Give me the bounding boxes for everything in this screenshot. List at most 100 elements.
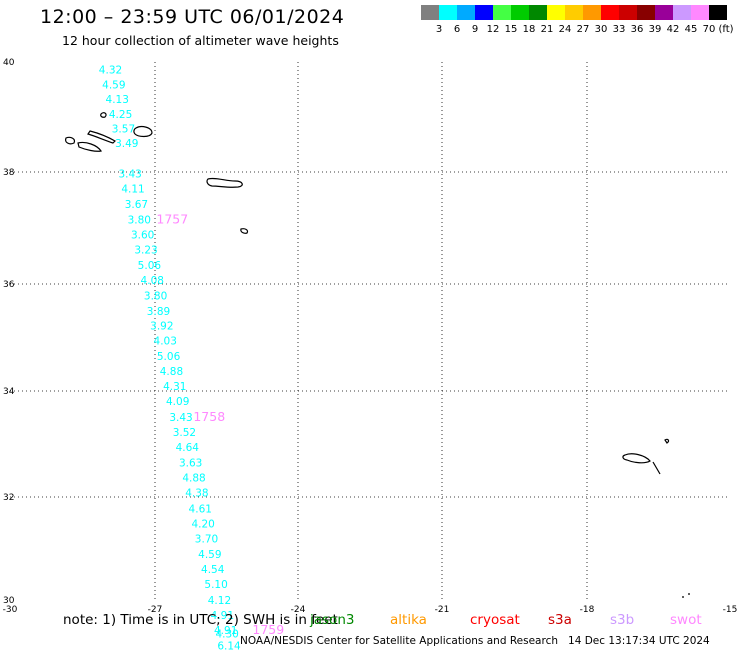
island-flores bbox=[100, 112, 107, 118]
satellite-name: s3b bbox=[610, 612, 635, 628]
time-label: 1759 bbox=[252, 622, 284, 637]
satellite-name: cryosat bbox=[470, 612, 520, 628]
lat-tick-label: 32 bbox=[3, 493, 14, 503]
wave-height-label: 3.63 bbox=[179, 458, 202, 470]
legend-label: 9 bbox=[471, 24, 479, 35]
legend-swatch bbox=[673, 5, 691, 20]
island-porto-santo bbox=[664, 438, 670, 444]
legend-label: 3 bbox=[435, 24, 443, 35]
wave-height-label: 4.64 bbox=[176, 442, 200, 454]
wave-height-label: 6.14 bbox=[217, 640, 241, 650]
map-axes: -30 -27 -24 -21 -18 -15 30 32 34 36 38 40 bbox=[3, 58, 738, 615]
wave-height-label: 4.54 bbox=[201, 564, 225, 576]
legend-label: 42 bbox=[666, 24, 680, 35]
wave-height-label: 5.06 bbox=[157, 351, 181, 363]
wave-height-label: 4.09 bbox=[166, 396, 189, 408]
island-santa-maria bbox=[240, 228, 249, 234]
legend-label: 24 bbox=[558, 24, 572, 35]
lon-tick-label: -27 bbox=[148, 605, 163, 615]
wave-height-label: 3.57 bbox=[112, 123, 135, 135]
legend-label: 21 bbox=[540, 24, 554, 35]
map-grid bbox=[10, 62, 730, 600]
footer-credit: NOAA/NESDIS Center for Satellite Applica… bbox=[240, 635, 710, 647]
lat-tick-label: 30 bbox=[3, 596, 15, 606]
wave-height-label: 5.10 bbox=[204, 579, 227, 591]
legend-swatch bbox=[637, 5, 655, 20]
wave-height-label: 3.43 bbox=[118, 169, 141, 181]
wave-height-label: 4.38 bbox=[185, 488, 208, 500]
wave-height-label: 3.23 bbox=[134, 245, 157, 257]
satellite-name: altika bbox=[390, 612, 427, 628]
wave-height-label: 4.12 bbox=[208, 595, 231, 607]
wave-height-label: 3.67 bbox=[125, 199, 148, 211]
island-faial bbox=[65, 136, 76, 145]
legend-swatch bbox=[691, 5, 709, 20]
legend-swatch bbox=[421, 5, 439, 20]
altimeter-track: 4.32 4.59 4.13 4.25 3.57 3.49 3.43 4.11 3.67 3.80… bbox=[99, 64, 284, 650]
legend-label: 45 bbox=[684, 24, 698, 35]
legend-swatch bbox=[547, 5, 565, 20]
time-label: 1757 bbox=[156, 211, 188, 226]
timestamp: 14 Dec 13:17:34 UTC 2024 bbox=[568, 635, 710, 647]
wave-height-label: 3.80 bbox=[144, 290, 167, 302]
lat-tick-label: 34 bbox=[3, 387, 15, 397]
legend-swatch bbox=[439, 5, 457, 20]
legend-label: 70 bbox=[702, 24, 716, 35]
wave-height-label: 4.32 bbox=[99, 64, 122, 76]
wave-height-label: 4.25 bbox=[109, 109, 132, 121]
wave-height-label: 5.06 bbox=[138, 260, 162, 272]
wave-height-label: 4.59 bbox=[102, 79, 125, 91]
wave-height-label: 4.30 bbox=[215, 629, 238, 641]
lon-tick-label: -30 bbox=[3, 605, 18, 615]
island-pico bbox=[77, 141, 102, 152]
legend-label: 15 bbox=[504, 24, 518, 35]
wave-height-label: 3.80 bbox=[128, 214, 151, 226]
wave-height-label: 3.43 bbox=[169, 412, 192, 424]
island-madeira bbox=[622, 453, 651, 464]
chart-subtitle: 12 hour collection of altimeter wave hei… bbox=[62, 33, 339, 48]
lat-tick-label: 40 bbox=[3, 58, 15, 68]
lon-tick-label: -21 bbox=[435, 605, 450, 615]
legend-swatch bbox=[529, 5, 547, 20]
lon-tick-label: -15 bbox=[723, 605, 738, 615]
island-sao-miguel bbox=[206, 177, 243, 188]
wave-height-label: 4.11 bbox=[121, 184, 144, 196]
legend-label: 36 bbox=[630, 24, 644, 35]
wave-height-label: 4.91 bbox=[214, 625, 237, 637]
legend-label: 30 bbox=[594, 24, 608, 35]
wave-height-label: 4.91 bbox=[211, 610, 234, 622]
lon-tick-label: -18 bbox=[580, 605, 595, 615]
credit-text: NOAA/NESDIS Center for Satellite Applica… bbox=[240, 635, 558, 647]
legend-label: 39 bbox=[648, 24, 662, 35]
legend-swatch bbox=[511, 5, 529, 20]
wave-height-label: 4.59 bbox=[198, 549, 221, 561]
legend-swatch bbox=[619, 5, 637, 20]
legend-swatch bbox=[601, 5, 619, 20]
lat-tick-label: 36 bbox=[3, 280, 15, 290]
legend-label: 12 bbox=[486, 24, 500, 35]
time-label: 1758 bbox=[193, 409, 225, 424]
wave-height-label: 4.08 bbox=[141, 275, 164, 287]
wave-height-label: 4.03 bbox=[154, 335, 177, 347]
wave-height-label: 4.88 bbox=[182, 473, 205, 485]
wave-height-label: 4.13 bbox=[106, 94, 129, 106]
legend-swatch bbox=[655, 5, 673, 20]
chart-title: 12:00 – 23:59 UTC 06/01/2024 bbox=[40, 6, 345, 28]
legend-label: 6 bbox=[453, 24, 461, 35]
wave-height-label: 4.31 bbox=[163, 381, 186, 393]
lat-tick-label: 38 bbox=[3, 168, 15, 178]
coastlines bbox=[65, 112, 690, 598]
satellite-name: swot bbox=[670, 612, 702, 628]
island-selvagens bbox=[682, 593, 690, 598]
wave-height-label: 4.61 bbox=[189, 503, 212, 515]
legend-unit: (ft) bbox=[718, 24, 734, 35]
wave-height-label: 3.89 bbox=[147, 306, 170, 318]
legend-label: 27 bbox=[576, 24, 590, 35]
legend-label: 33 bbox=[612, 24, 626, 35]
wave-height-label: 4.20 bbox=[191, 518, 214, 530]
legend-swatch bbox=[457, 5, 475, 20]
wave-height-label: 3.52 bbox=[173, 427, 196, 439]
lon-tick-label: -24 bbox=[291, 605, 306, 615]
satellite-name: s3a bbox=[548, 612, 572, 628]
